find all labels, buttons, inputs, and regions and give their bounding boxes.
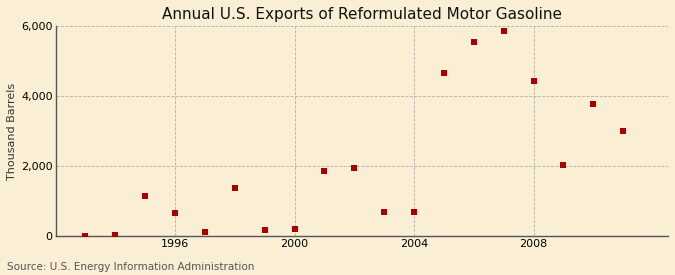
Point (498, 29, 509, 33)
Point (140, 194, 151, 198)
Point (230, 186, 240, 190)
Point (468, 40, 479, 44)
Point (259, 228, 270, 232)
Point (558, 163, 569, 167)
Text: Source: U.S. Energy Information Administration: Source: U.S. Energy Information Administ… (7, 262, 254, 272)
Title: Annual U.S. Exports of Reformulated Motor Gasoline: Annual U.S. Exports of Reformulated Moto… (162, 7, 562, 22)
Point (588, 101, 599, 106)
Point (169, 211, 180, 215)
Point (618, 129, 628, 133)
Point (80, 234, 91, 238)
Point (349, 166, 360, 170)
Y-axis label: Thousand Barrels: Thousand Barrels (7, 82, 17, 180)
Point (379, 209, 389, 214)
Point (439, 71, 450, 75)
Point (110, 233, 121, 237)
Point (200, 230, 211, 234)
Point (408, 210, 419, 214)
Point (319, 168, 330, 173)
Point (289, 227, 300, 231)
Point (529, 79, 539, 83)
